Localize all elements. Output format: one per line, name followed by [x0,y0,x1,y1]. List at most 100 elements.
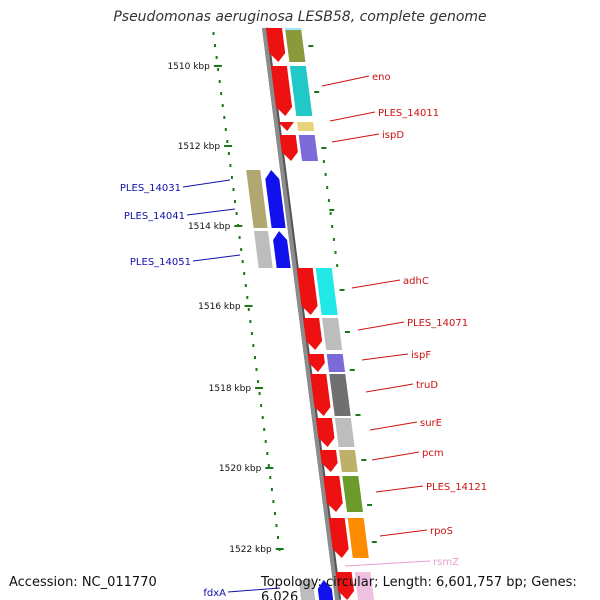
scale-dot [218,80,221,83]
gene-category-band [254,231,273,268]
track-dot [326,186,329,189]
scale-dot [220,92,223,95]
gene-category-band [297,122,315,131]
reverse-gene-arrow [265,170,286,228]
scale-dot [243,272,246,275]
scale-dot [269,476,272,479]
gene-category-band [298,135,318,161]
gene-label-leader [351,279,401,289]
scale-dot [229,164,232,167]
reverse-gene-arrow [273,231,291,268]
gene-label: adhC [403,276,429,287]
scale-tick-label: 1518 kbp [209,384,252,394]
gene-category-band [289,66,313,116]
gene-label-leader [227,587,281,593]
scale-dot [223,116,226,119]
scale-dot [252,344,255,347]
scale-dot [214,44,216,47]
scale-dot [263,428,266,431]
gene-category-band [342,476,363,512]
forward-gene-arrow [303,318,323,350]
scale-dot [258,392,261,395]
gene-label-leader [331,133,380,143]
gene-label: eno [372,72,391,83]
track-dot [324,173,327,176]
scale-dot [274,512,276,515]
gene-label: PLES_14071 [407,318,468,329]
gene-label-leader [182,179,231,188]
scale-dot [250,332,253,335]
rna-label-leader [344,560,431,567]
topology-summary: Topology: circular; Length: 6,601,757 bp… [261,575,577,600]
forward-gene-arrow [323,476,343,512]
gene-label: PLES_14051 [130,257,191,268]
track-dot [329,212,332,215]
gene-label-leader [329,111,376,122]
rna-label: rsmZ [433,557,459,568]
gene-category-band [329,374,351,416]
scale-dot [257,380,260,383]
scale-dot [261,416,264,419]
gene-label: PLES_14031 [120,183,181,194]
scale-dot [260,404,263,407]
scale-dot [277,536,279,539]
scale-dot [249,320,252,323]
gene-label-leader [369,421,418,431]
scale-dot [227,152,230,155]
scale-tick-label: 1516 kbp [198,302,241,312]
gene-label-leader [379,529,428,537]
scale-dot [264,440,267,443]
gene-category-band [285,28,306,62]
track-dot [327,199,330,202]
gene-category-band [298,580,316,600]
scale-dot [275,524,278,527]
reverse-gene-arrow [317,580,334,600]
scale-dot [272,500,275,503]
forward-gene-arrow [279,135,298,161]
forward-gene-arrow [310,374,331,416]
scale-dot [246,296,249,299]
forward-gene-arrow [335,572,355,600]
accession-label: Accession: NC_011770 [9,575,157,590]
gene-label-leader [365,383,414,393]
gene-label: surE [420,418,442,429]
gene-label: fdxA [203,588,226,599]
gene-label: ispF [411,350,431,361]
scale-dot [221,104,224,107]
track-dot [322,160,325,163]
scale-tick-label: 1512 kbp [178,142,221,152]
forward-gene-arrow [307,354,325,372]
gene-label-leader [361,353,409,361]
forward-gene-arrow [320,450,338,472]
track-dot [334,251,337,254]
gene-category-band [285,28,302,30]
gene-label-leader [321,75,370,87]
gene-label-leader [357,321,405,331]
scale-dot [244,284,247,287]
forward-gene-arrow [315,418,335,447]
scale-dot [224,128,227,131]
scale-dot [267,464,270,467]
track-dot [331,225,334,228]
track-dot [332,238,335,241]
scale-tick-label: 1514 kbp [188,222,231,232]
gene-label: ispD [382,130,404,141]
gene-label: truD [416,380,438,391]
scale-dot [238,236,241,239]
scale-dot [270,488,273,491]
forward-gene-arrow [296,268,318,315]
scale-dot [254,356,256,359]
gene-label-leader [371,451,420,461]
gene-category-band [354,572,375,600]
scale-dot [232,188,235,191]
scale-tick-label: 1522 kbp [229,545,272,555]
gene-category-band [347,518,369,558]
scale-dot [240,248,243,251]
gene-label: PLES_14121 [426,482,487,493]
scale-dot [266,452,269,455]
gene-category-band [246,170,268,228]
forward-gene-arrow [266,28,286,62]
gene-label: PLES_14011 [378,108,439,119]
scale-dot [215,56,218,59]
